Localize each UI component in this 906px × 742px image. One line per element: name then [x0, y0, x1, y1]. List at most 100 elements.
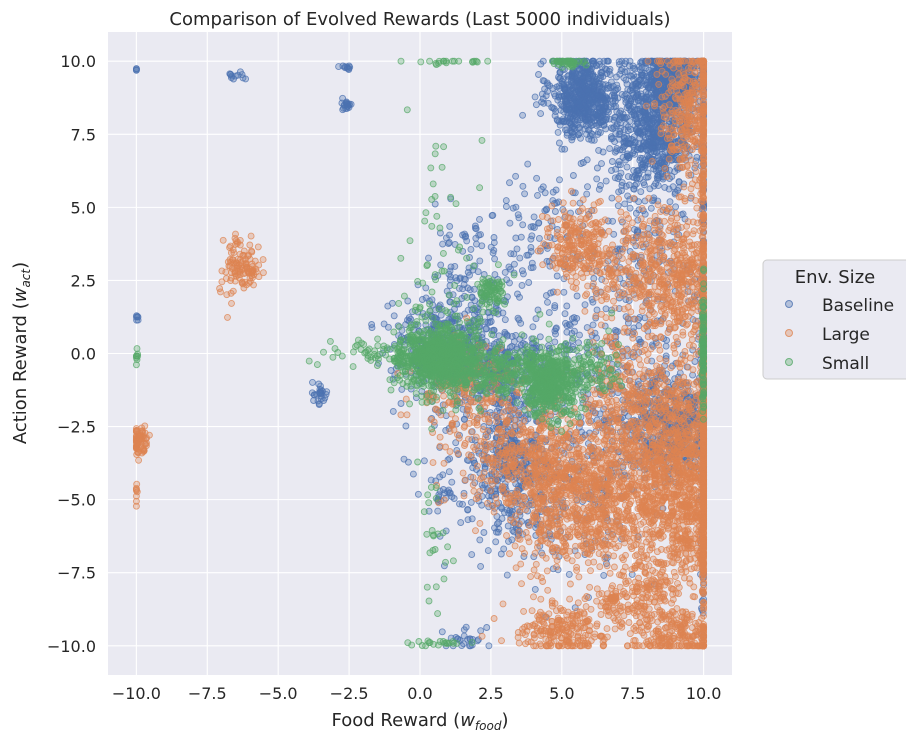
data-point: [567, 78, 575, 86]
data-point: [572, 88, 580, 96]
data-point: [513, 245, 521, 253]
data-point: [615, 173, 623, 180]
data-point: [339, 94, 347, 102]
data-point: [619, 110, 627, 118]
data-point: [456, 500, 463, 508]
data-point: [477, 231, 484, 239]
data-point: [445, 468, 453, 476]
data-point: [342, 105, 350, 112]
data-point: [654, 182, 662, 190]
data-point: [604, 106, 612, 114]
data-point: [551, 302, 559, 310]
data-point: [544, 298, 551, 306]
data-point: [133, 316, 141, 324]
data-point: [551, 338, 559, 346]
data-point: [598, 160, 605, 168]
data-point: [512, 172, 520, 180]
data-point: [238, 71, 246, 79]
data-point: [612, 165, 620, 173]
data-point: [529, 263, 537, 271]
data-point: [602, 115, 610, 123]
data-point: [607, 124, 615, 132]
data-point: [628, 111, 636, 119]
data-point: [621, 200, 629, 208]
data-point: [487, 243, 495, 251]
data-point: [524, 160, 532, 168]
data-point: [671, 168, 679, 176]
data-point: [452, 274, 460, 282]
data-point: [495, 519, 503, 526]
data-point: [502, 203, 510, 210]
data-point: [480, 529, 488, 536]
data-point: [397, 400, 405, 407]
data-point: [477, 627, 485, 635]
data-point: [615, 188, 623, 196]
data-point: [577, 116, 585, 124]
data-point: [310, 397, 318, 404]
data-point: [549, 104, 557, 112]
data-point: [525, 279, 533, 286]
data-point: [579, 78, 587, 86]
data-point: [388, 299, 396, 307]
data-point: [438, 628, 446, 636]
data-point: [384, 323, 392, 331]
data-point: [581, 125, 589, 133]
data-point: [641, 112, 649, 119]
data-point: [614, 202, 622, 210]
data-point: [666, 198, 674, 206]
data-point: [550, 90, 558, 98]
data-point: [485, 642, 493, 650]
data-point: [635, 80, 643, 88]
data-point: [604, 57, 612, 65]
data-point: [515, 214, 523, 222]
data-point: [583, 190, 591, 198]
data-point: [613, 108, 621, 115]
data-point: [587, 96, 594, 104]
data-point: [457, 519, 465, 527]
data-points: [132, 57, 708, 650]
data-point: [609, 134, 616, 142]
data-point: [537, 60, 545, 68]
data-point: [516, 254, 524, 262]
data-point: [608, 158, 616, 165]
data-point: [665, 185, 673, 193]
data-point: [446, 231, 453, 239]
data-point: [606, 65, 614, 73]
data-point: [309, 378, 316, 386]
data-point: [549, 188, 557, 196]
data-point: [566, 115, 574, 123]
data-point: [484, 547, 492, 555]
data-point: [227, 70, 235, 78]
data-point: [564, 72, 572, 80]
data-point: [624, 123, 632, 131]
data-point: [464, 506, 472, 514]
data-point: [584, 87, 592, 95]
data-point: [635, 94, 643, 102]
data-point: [468, 515, 476, 523]
data-point: [643, 72, 651, 80]
data-point: [420, 457, 428, 465]
data-point: [491, 271, 499, 279]
data-point: [507, 265, 514, 273]
data-point: [462, 232, 470, 240]
data-point: [563, 129, 571, 137]
data-point: [553, 272, 561, 280]
data-point: [566, 321, 574, 329]
data-point: [602, 305, 610, 313]
data-point: [583, 156, 591, 164]
data-point: [494, 528, 502, 536]
data-point: [672, 203, 680, 211]
data-point: [610, 563, 618, 571]
data-point: [476, 536, 484, 544]
data-point: [646, 185, 654, 193]
data-point: [552, 324, 560, 332]
data-point: [486, 318, 494, 326]
data-point: [637, 144, 645, 152]
data-point: [407, 315, 415, 323]
data-point: [633, 174, 641, 182]
data-point: [593, 175, 601, 183]
data-point: [563, 328, 571, 336]
data-point: [596, 83, 604, 90]
data-point: [514, 290, 521, 298]
data-point: [476, 257, 484, 265]
